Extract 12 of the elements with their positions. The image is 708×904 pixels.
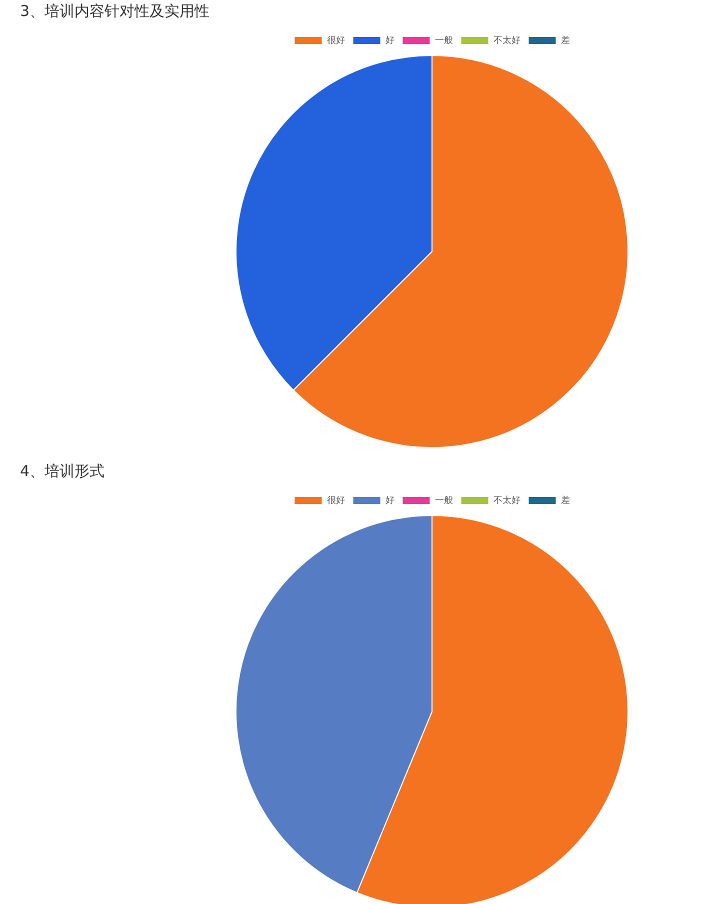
- text: 3、培训内容针对性及实用性: [20, 2, 210, 21]
- legend-label: 好: [385, 34, 394, 46]
- legend-label: 差: [560, 494, 570, 506]
- legend-label: 不太好: [493, 494, 520, 506]
- legend-label: 一般: [434, 494, 453, 506]
- legend-label: 不太好: [493, 34, 520, 46]
- legend-label: 差: [560, 34, 570, 46]
- text: 4、培训形式: [20, 462, 105, 481]
- legend-label: 一般: [434, 34, 453, 46]
- legend-label: 很好: [326, 494, 345, 506]
- legend-label: 好: [385, 494, 394, 506]
- legend-label: 很好: [326, 34, 345, 46]
